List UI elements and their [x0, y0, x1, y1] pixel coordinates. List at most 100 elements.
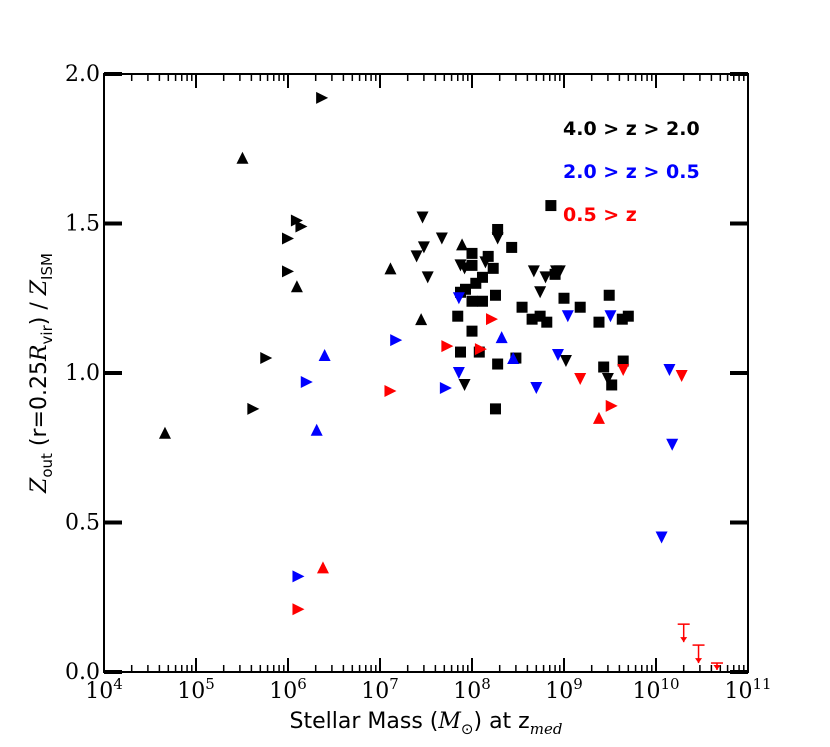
down-triangle-marker [458, 378, 471, 391]
x-tick-label: 104 [85, 675, 123, 704]
down-triangle-marker [458, 262, 471, 275]
x-tick-label: 105 [177, 675, 215, 704]
up-triangle-marker [592, 411, 605, 424]
y-tick-label: 1.0 [65, 361, 100, 386]
x-tick-label: 1011 [724, 675, 771, 704]
square-marker [506, 241, 518, 253]
square-marker [516, 301, 528, 313]
square-marker [476, 271, 488, 283]
down-triangle-marker [663, 364, 676, 377]
upper-limit-arrowhead [713, 665, 721, 670]
right-triangle-marker [474, 343, 487, 356]
right-triangle-marker [292, 570, 305, 583]
up-triangle-marker [318, 349, 331, 362]
square-marker [598, 361, 610, 373]
right-triangle-marker [439, 381, 452, 394]
square-marker [574, 301, 586, 313]
down-triangle-marker [527, 265, 540, 278]
down-triangle-marker [675, 369, 688, 382]
up-triangle-marker [495, 331, 508, 344]
right-triangle-marker [316, 91, 329, 104]
down-triangle-marker [491, 232, 504, 245]
down-triangle-marker [617, 364, 630, 377]
right-triangle-marker [260, 352, 273, 365]
down-triangle-marker [417, 241, 430, 254]
legend-entry: 0.5 > z [563, 204, 637, 226]
right-triangle-marker [441, 340, 454, 353]
x-tick-label: 108 [453, 675, 491, 704]
data-points [158, 91, 723, 670]
upper-limit-arrowhead [695, 658, 703, 664]
down-triangle-marker [435, 232, 448, 245]
square-marker [492, 223, 504, 235]
up-triangle-marker [158, 426, 171, 439]
square-marker [452, 310, 464, 322]
down-triangle-marker [666, 438, 679, 451]
down-triangle-marker [534, 286, 547, 299]
square-marker [534, 310, 546, 322]
legend: 4.0 > z > 2.0 2.0 > z > 0.5 0.5 > z [563, 118, 700, 226]
up-triangle-marker [507, 352, 520, 365]
square-marker [487, 262, 499, 274]
down-triangle-marker [574, 372, 587, 385]
square-marker [545, 200, 557, 212]
axis-ticks: 104 105 106 107 108 109 1010 1011 0.0 0.5 1.0 1.5 2.… [65, 62, 772, 704]
down-triangle-marker [452, 367, 465, 379]
right-triangle-marker [300, 375, 313, 388]
down-triangle-marker [655, 531, 668, 544]
square-marker [606, 379, 618, 391]
down-triangle-marker [539, 271, 552, 284]
right-triangle-marker [390, 334, 403, 347]
right-triangle-marker [247, 402, 260, 415]
up-triangle-marker [415, 313, 428, 326]
x-tick-label: 107 [361, 675, 399, 704]
down-triangle-marker [561, 310, 574, 323]
x-tick-label: 1010 [632, 675, 679, 704]
square-marker [492, 358, 504, 370]
up-triangle-marker [310, 423, 323, 436]
x-tick-label: 109 [545, 675, 583, 704]
x-tick-label: 106 [269, 675, 307, 704]
y-tick-label: 1.5 [65, 212, 100, 237]
down-triangle-marker [479, 256, 492, 269]
up-triangle-marker [316, 561, 329, 574]
right-triangle-marker [605, 399, 618, 412]
right-triangle-marker [384, 384, 397, 397]
down-triangle-marker [416, 211, 429, 224]
square-marker [455, 346, 467, 358]
square-marker [622, 310, 634, 322]
right-triangle-marker [295, 220, 308, 233]
square-marker [617, 355, 629, 367]
square-marker [466, 325, 478, 337]
right-triangle-marker [292, 603, 305, 616]
down-triangle-marker [452, 292, 465, 305]
down-triangle-marker [551, 349, 564, 362]
down-triangle-marker [410, 250, 423, 263]
down-triangle-marker [559, 355, 572, 368]
legend-entry: 4.0 > z > 2.0 [563, 118, 700, 140]
down-triangle-marker [421, 271, 434, 284]
square-marker [603, 289, 615, 301]
square-marker [466, 259, 478, 271]
square-marker [466, 295, 478, 307]
y-tick-label: 0.5 [65, 511, 100, 536]
down-triangle-marker [553, 265, 566, 278]
down-triangle-marker [604, 310, 617, 323]
down-triangle-marker [601, 372, 614, 385]
square-marker [466, 247, 478, 259]
upper-limit-arrowhead [680, 637, 688, 643]
right-triangle-marker [282, 265, 294, 278]
square-marker [489, 403, 501, 415]
y-tick-label: 2.0 [65, 62, 100, 87]
up-triangle-marker [456, 238, 469, 251]
down-triangle-marker [530, 381, 543, 394]
square-marker [526, 313, 538, 325]
up-triangle-marker [290, 280, 303, 293]
y-axis-title: Zout (r=0.25Rvir) / ZISM [27, 253, 56, 494]
legend-entry: 2.0 > z > 0.5 [563, 161, 700, 183]
square-marker [558, 292, 570, 304]
y-tick-label: 0.0 [65, 660, 100, 685]
right-triangle-marker [486, 313, 499, 326]
square-marker [476, 295, 488, 307]
